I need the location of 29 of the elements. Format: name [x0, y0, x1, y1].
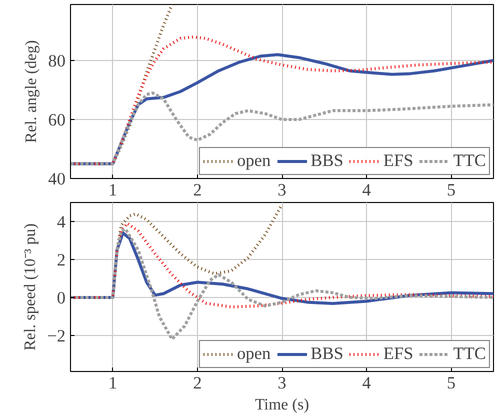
y-tick-label: 80: [48, 52, 66, 71]
x-tick-label: 3: [278, 374, 286, 392]
x-tick-label: 2: [193, 180, 202, 200]
legend-label: EFS: [383, 151, 414, 171]
y-tick-label: 0: [56, 288, 66, 308]
x-tick-label: 5: [446, 374, 456, 392]
legend-label: open: [236, 344, 271, 364]
x-tick-label: 4: [362, 374, 372, 392]
y-tick-label: 4: [56, 212, 66, 232]
x-tick-label: 2: [193, 374, 202, 392]
legend-label: open: [236, 151, 271, 171]
x-tick-label: 1: [108, 180, 118, 200]
x-tick-label: 5: [446, 180, 456, 200]
y-axis-title: Rel. speed (10⁻³ pu): [22, 223, 40, 351]
legend-label: TTC: [453, 151, 486, 171]
y-axis-title: Rel. angle (deg): [23, 40, 40, 143]
y-tick-label: −2: [47, 326, 66, 346]
x-tick-label: 3: [278, 180, 286, 200]
line-series: [70, 228, 494, 341]
legend-label: BBS: [310, 151, 344, 171]
x-tick-label: 1: [108, 374, 118, 392]
legend-label: BBS: [310, 344, 344, 364]
x-axis-title: Time (s): [254, 396, 310, 414]
legend-label: EFS: [383, 344, 414, 364]
y-tick-label: 60: [48, 110, 66, 130]
legend-label: TTC: [453, 344, 486, 364]
y-tick-label: 40: [48, 170, 66, 188]
y-tick-label: 2: [56, 250, 66, 270]
x-tick-label: 4: [362, 180, 372, 200]
